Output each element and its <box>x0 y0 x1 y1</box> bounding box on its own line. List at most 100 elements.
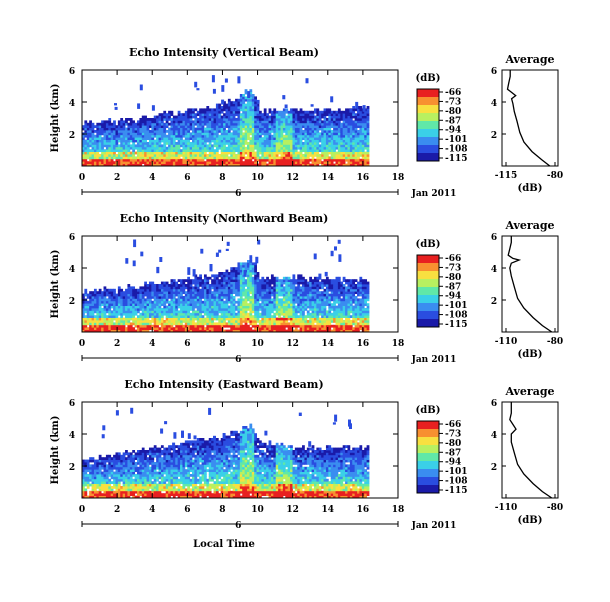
heatmap-cell <box>166 298 169 301</box>
heatmap-cell <box>192 116 195 119</box>
heatmap-cell <box>230 142 233 145</box>
heatmap-cell <box>343 118 346 121</box>
heatmap-cell <box>328 130 331 133</box>
heatmap-cell <box>233 159 236 162</box>
heatmap-cell <box>297 308 300 311</box>
heatmap-cell <box>359 137 362 140</box>
heatmap-cell <box>283 118 286 121</box>
heatmap-cell <box>319 303 322 306</box>
heatmap-cell <box>237 154 240 157</box>
heatmap-cell <box>271 161 274 164</box>
heatmap-cell <box>118 137 121 140</box>
heatmap-cell <box>269 149 272 152</box>
heatmap-cell <box>285 296 288 299</box>
heatmap-cell <box>359 106 362 109</box>
heatmap-cell <box>278 116 281 119</box>
heatmap-cell <box>252 286 255 289</box>
heatmap-cell <box>312 327 315 330</box>
heatmap-cell <box>314 279 317 282</box>
heatmap-cell <box>137 125 140 128</box>
heatmap-cell <box>302 294 305 297</box>
heatmap-cell <box>137 325 140 328</box>
heatmap-cell <box>230 137 233 140</box>
heatmap-cells <box>82 75 369 166</box>
heatmap-cell <box>226 161 229 164</box>
heatmap-cell <box>118 308 121 311</box>
heatmap-cell <box>240 296 243 299</box>
heatmap-cell <box>233 128 236 131</box>
heatmap-cell <box>218 106 221 109</box>
heatmap-cell <box>328 301 331 304</box>
heatmap-cell <box>297 284 300 287</box>
heatmap-cell <box>89 313 92 316</box>
heatmap-cell <box>94 135 97 138</box>
heatmap-cell <box>204 149 207 152</box>
heatmap-cell <box>101 291 104 294</box>
heatmap-cell <box>254 308 257 311</box>
heatmap-cell <box>276 137 279 140</box>
heatmap-cell <box>118 128 121 131</box>
heatmap-cell <box>182 130 185 133</box>
heatmap-cell <box>242 161 245 164</box>
heatmap-cell <box>326 111 329 114</box>
heatmap-cell <box>228 118 231 121</box>
heatmap-cell <box>321 144 324 147</box>
heatmap-cell <box>101 140 104 143</box>
heatmap-cell <box>209 286 212 289</box>
heatmap-cell <box>216 279 219 282</box>
heatmap-cell <box>312 306 315 309</box>
heatmap-cell <box>137 161 140 164</box>
heatmap-cell <box>139 128 142 131</box>
heatmap-cell <box>156 120 159 123</box>
heatmap-cell <box>94 308 97 311</box>
heatmap-cell <box>295 282 298 285</box>
heatmap-cell <box>309 142 312 145</box>
heatmap-cell <box>187 132 190 135</box>
heatmap-cell <box>106 308 109 311</box>
heatmap-cell <box>357 149 360 152</box>
heatmap-cell <box>228 111 231 114</box>
heatmap-cell <box>197 282 200 285</box>
heatmap-cell <box>295 286 298 289</box>
heatmap-cell <box>226 149 229 152</box>
heatmap-cell <box>125 315 128 318</box>
heatmap-cell <box>135 152 138 155</box>
heatmap-cell <box>182 161 185 164</box>
heatmap-cell <box>204 123 207 126</box>
heatmap-cell <box>288 306 291 309</box>
heatmap-cell <box>185 320 188 323</box>
heatmap-cell <box>132 135 135 138</box>
heatmap-cell <box>180 128 183 131</box>
heatmap-cell <box>147 149 150 152</box>
heatmap-cell <box>137 303 140 306</box>
heatmap-cell <box>137 294 140 297</box>
heatmap-cell <box>99 306 102 309</box>
heatmap-cell <box>306 78 309 83</box>
heatmap-cell <box>319 156 322 159</box>
heatmap-cell <box>214 111 217 114</box>
heatmap-cell <box>233 123 236 126</box>
heatmap-cell <box>163 144 166 147</box>
heatmap-cell <box>235 130 238 133</box>
heatmap-cell <box>187 111 190 114</box>
heatmap-cell <box>221 147 224 150</box>
heatmap-cell <box>281 327 284 330</box>
heatmap-cell <box>104 286 107 289</box>
heatmap-cell <box>283 125 286 128</box>
heatmap-cell <box>242 132 245 135</box>
heatmap-cell <box>139 303 142 306</box>
heatmap-cell <box>137 298 140 301</box>
heatmap-cell <box>111 135 114 138</box>
heatmap-cell <box>333 111 336 114</box>
heatmap-cell <box>276 116 279 119</box>
heatmap-cell <box>290 294 293 297</box>
heatmap-cell <box>84 144 87 147</box>
heatmap-cell <box>125 294 128 297</box>
heatmap-cell <box>115 156 118 159</box>
heatmap-cell <box>223 284 226 287</box>
heatmap-cell <box>269 128 272 131</box>
heatmap-cell <box>338 123 341 126</box>
heatmap-cell <box>230 322 233 325</box>
heatmap-cell <box>359 159 362 162</box>
heatmap-cell <box>290 113 293 116</box>
